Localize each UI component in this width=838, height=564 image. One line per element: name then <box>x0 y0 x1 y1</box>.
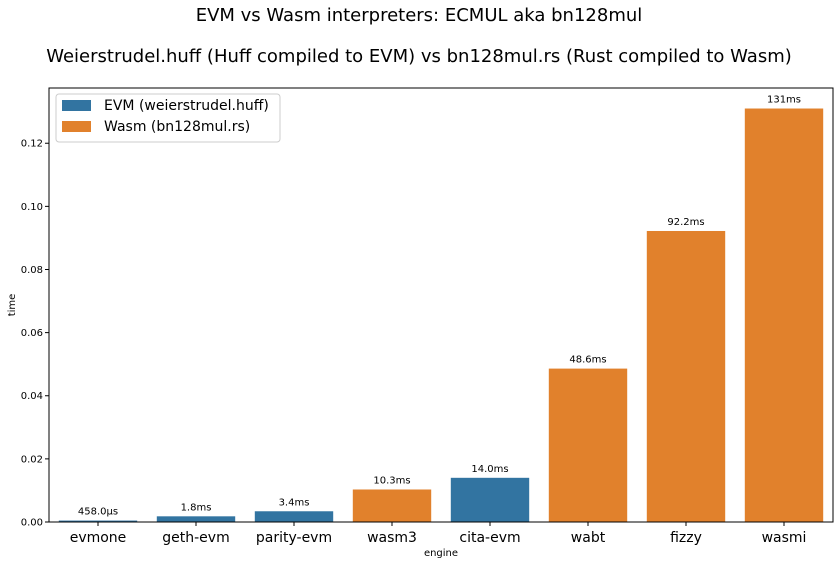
plot-frame <box>48 87 834 523</box>
bar-labels-group: 458.0µs 1.8ms 3.4ms 10.3ms 14.0ms 48.6ms 92.2m… <box>78 95 801 518</box>
legend-label-evm: EVM (weierstrudel.huff) <box>104 98 269 114</box>
bar-fizzy <box>646 230 726 522</box>
x-tick-label-fizzy: fizzy <box>670 530 702 546</box>
bars-group <box>58 108 824 523</box>
x-axis-label: engine <box>424 548 458 559</box>
legend-label-wasm: Wasm (bn128mul.rs) <box>104 119 250 135</box>
y-axis-ticks: 0.00 0.02 0.04 0.06 0.08 0.10 0.12 <box>21 139 49 529</box>
x-axis-ticks: evmone geth-evm parity-evm wasm3 cita-evm wab… <box>70 522 807 546</box>
x-tick-label-evmone: evmone <box>70 530 127 546</box>
legend-box <box>55 93 281 143</box>
y-tick-label: 0.08 <box>21 265 43 276</box>
bar-wasm3 <box>352 489 432 522</box>
y-tick-label: 0.12 <box>21 139 43 150</box>
chart-subtitle: Weierstrudel.huff (Huff compiled to EVM)… <box>46 46 792 67</box>
chart-title: EVM vs Wasm interpreters: ECMUL aka bn12… <box>195 5 643 26</box>
bar-evmone <box>58 520 138 522</box>
x-tick-label-wabt: wabt <box>571 530 606 546</box>
bar-wasmi <box>744 108 824 523</box>
bar-value-label-evmone: 458.0µs <box>78 507 118 518</box>
y-tick-label: 0.00 <box>21 518 43 529</box>
x-tick-label-parity-evm: parity-evm <box>256 530 332 546</box>
bar-value-label-wasmi: 131ms <box>767 95 801 106</box>
y-axis-label: time <box>7 294 18 317</box>
y-tick-label: 0.06 <box>21 328 43 339</box>
y-tick-label: 0.04 <box>21 391 43 402</box>
y-tick-label: 0.02 <box>21 454 43 465</box>
x-tick-label-cita-evm: cita-evm <box>459 530 520 546</box>
x-tick-label-wasmi: wasmi <box>762 530 807 546</box>
bar-parity-evm <box>254 511 334 522</box>
bar-value-label-wasm3: 10.3ms <box>373 475 410 486</box>
bar-value-label-parity-evm: 3.4ms <box>279 497 310 508</box>
bar-geth-evm <box>156 516 236 522</box>
bar-value-label-geth-evm: 1.8ms <box>181 502 212 513</box>
bar-cita-evm <box>450 477 530 522</box>
x-tick-label-geth-evm: geth-evm <box>162 530 229 546</box>
y-tick-label: 0.10 <box>21 202 43 213</box>
legend: EVM (weierstrudel.huff) Wasm (bn128mul.rs… <box>55 93 281 143</box>
x-tick-label-wasm3: wasm3 <box>367 530 417 546</box>
bar-value-label-fizzy: 92.2ms <box>667 217 704 228</box>
bar-wabt <box>548 368 628 522</box>
legend-swatch-evm <box>62 100 91 111</box>
bar-value-label-cita-evm: 14.0ms <box>471 464 508 475</box>
legend-swatch-wasm <box>62 121 91 132</box>
bar-value-label-wabt: 48.6ms <box>569 355 606 366</box>
